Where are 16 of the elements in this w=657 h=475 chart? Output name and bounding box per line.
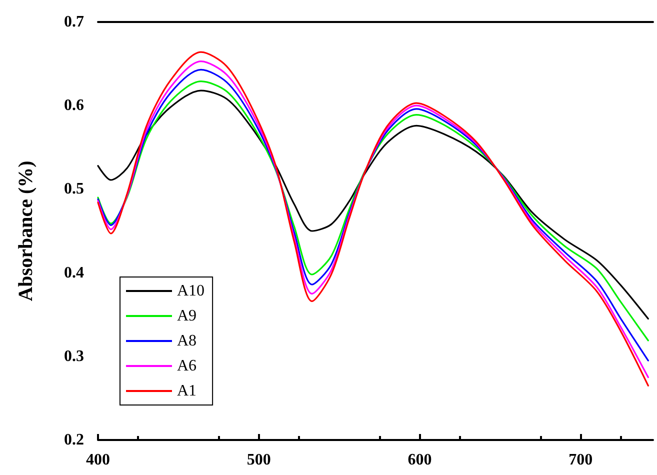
- y-tick-label: 0.3: [64, 348, 84, 365]
- legend-label: A9: [177, 308, 197, 324]
- x-tick-label: 600: [408, 452, 432, 468]
- legend-label: A10: [177, 282, 205, 300]
- x-tick-label: 400: [86, 452, 110, 468]
- y-tick-label: 0.2: [64, 432, 84, 448]
- legend-label: A1: [177, 382, 197, 400]
- y-tick-label: 0.4: [64, 264, 84, 282]
- y-tick-label: 0.5: [64, 180, 84, 198]
- legend-label: A8: [177, 332, 197, 350]
- y-axis-title: Absorbance (%): [15, 160, 37, 302]
- x-tick-label: 500: [246, 452, 271, 468]
- legend-label: A6: [177, 358, 197, 374]
- x-tick-label: 700: [568, 452, 593, 468]
- y-tick-label: 0.6: [64, 97, 84, 114]
- y-tick-label: 0.7: [64, 14, 84, 30]
